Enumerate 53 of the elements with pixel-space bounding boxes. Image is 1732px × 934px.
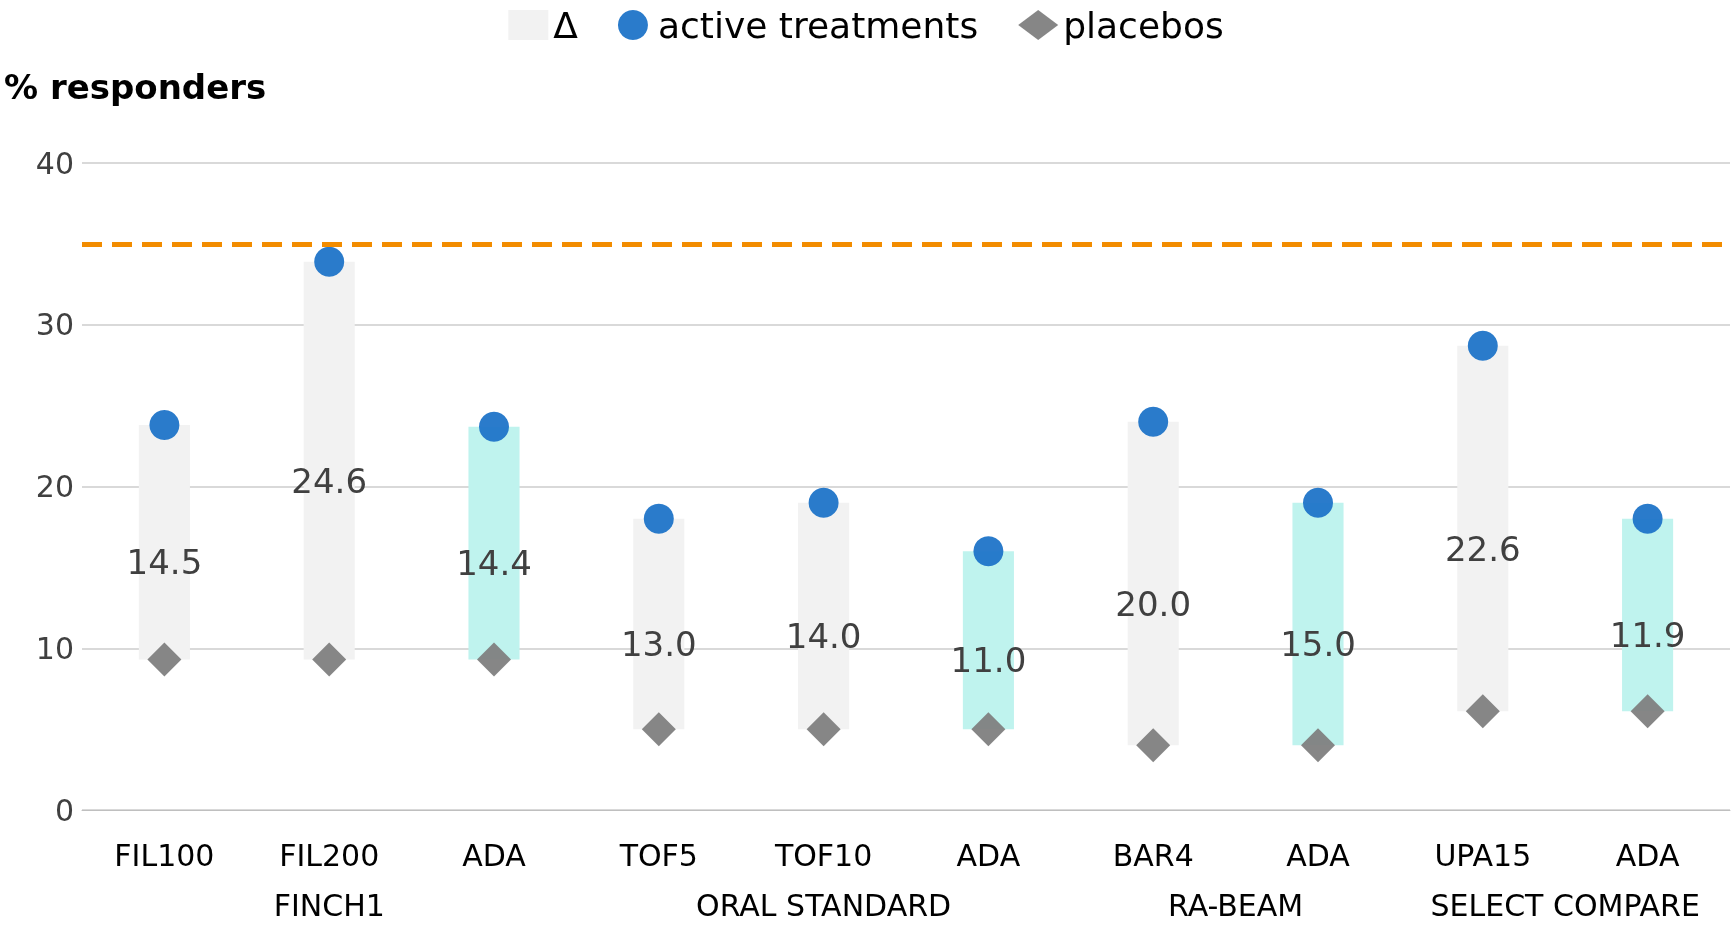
x-tick-label: ADA (956, 837, 1021, 873)
point (641, 712, 676, 747)
y-tick-label: 20 (35, 469, 74, 504)
point (479, 411, 509, 442)
text: FINCH1 (273, 887, 385, 923)
x-tick-label: BAR4 (1112, 837, 1194, 873)
x-tick-label: ADA (1286, 837, 1351, 873)
legend-label: placebos (1063, 4, 1224, 46)
x-tick-label: ADA (1615, 837, 1680, 873)
y-axis-title: % responders (4, 67, 267, 107)
point (1467, 330, 1498, 361)
point (312, 642, 347, 677)
legend-label: active treatments (657, 4, 979, 46)
point (806, 712, 841, 747)
x-tick-label: FIL200 (279, 837, 380, 873)
x-tick-label: UPA15 (1434, 837, 1532, 873)
point (1630, 694, 1665, 729)
point (1632, 503, 1663, 534)
point (477, 642, 511, 677)
text: SELECT COMPARE (1430, 887, 1700, 923)
text: RA-BEAM (1168, 887, 1304, 923)
data-label: 14.4 (456, 543, 532, 584)
data-label: 22.6 (1444, 528, 1521, 569)
point (643, 503, 674, 534)
data-label: 11.9 (1609, 615, 1686, 656)
point (1301, 728, 1335, 763)
data-label: 15.0 (1280, 623, 1356, 664)
point (1303, 487, 1333, 518)
point (971, 712, 1006, 747)
legend-label: Δ (553, 4, 579, 46)
y-tick-label: 10 (35, 630, 74, 666)
point (1465, 694, 1500, 729)
data-label: 20.0 (1115, 583, 1192, 624)
x-tick-label: TOF10 (773, 837, 873, 873)
data-label: 11.0 (950, 640, 1027, 681)
x-tick-label: FIL100 (114, 837, 215, 873)
y-tick-label: 40 (35, 145, 74, 181)
point (973, 536, 1004, 567)
point (147, 642, 182, 677)
y-tick-label: 0 (54, 792, 74, 828)
point (149, 410, 180, 441)
data-label: 24.6 (291, 460, 368, 501)
data-label: 14.5 (126, 542, 203, 583)
point (1138, 406, 1169, 437)
y-tick-label: 30 (35, 307, 74, 343)
point (808, 487, 839, 518)
point (314, 246, 345, 277)
data-label: 14.0 (785, 615, 862, 656)
text: ORAL STANDARD (696, 887, 952, 923)
x-tick-label: TOF5 (618, 837, 698, 873)
data-label: 13.0 (620, 623, 697, 664)
point (1136, 728, 1171, 763)
x-tick-label: ADA (462, 837, 527, 873)
